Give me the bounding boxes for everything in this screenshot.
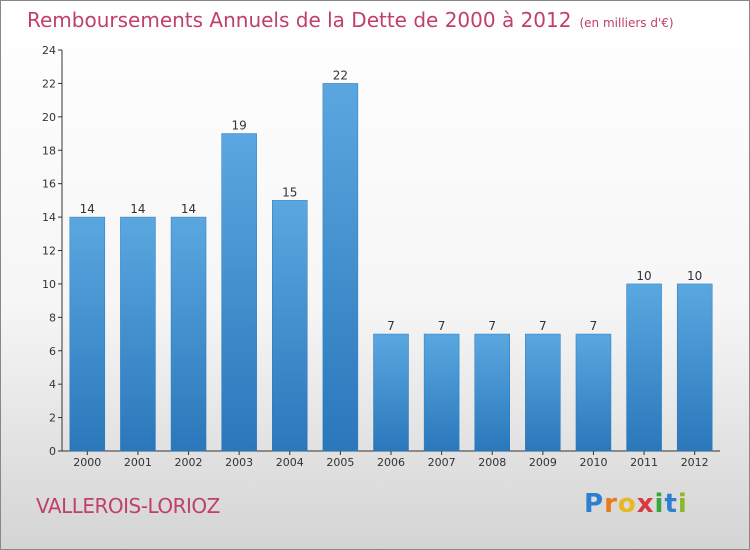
- proxiti-logo: Proxiti: [584, 489, 688, 519]
- x-tick-label: 2002: [175, 456, 203, 469]
- logo-letter: x: [636, 489, 655, 519]
- bar: [221, 133, 257, 452]
- data-label: 10: [636, 269, 651, 283]
- bar: [272, 200, 308, 452]
- x-tick-label: 2001: [124, 456, 152, 469]
- y-tick-label: 6: [49, 345, 56, 358]
- logo-letter: i: [654, 489, 665, 519]
- y-tick-label: 24: [42, 44, 56, 57]
- logo-letter: P: [584, 489, 605, 519]
- bar: [373, 333, 409, 452]
- x-tick-label: 2011: [630, 456, 658, 469]
- y-tick-label: 14: [42, 211, 56, 224]
- bar: [170, 216, 207, 452]
- x-tick-label: 2003: [225, 456, 253, 469]
- y-tick-label: 10: [42, 278, 56, 291]
- y-tick-label: 12: [42, 245, 56, 258]
- chart-title: Remboursements Annuels de la Dette de 20…: [27, 8, 674, 32]
- bar: [575, 333, 612, 452]
- y-tick-label: 16: [42, 178, 56, 191]
- data-label: 7: [539, 319, 547, 333]
- y-tick-label: 22: [42, 77, 56, 90]
- y-tick-label: 20: [42, 111, 56, 124]
- bar: [626, 283, 662, 452]
- y-tick-label: 0: [49, 445, 56, 458]
- bar: [120, 216, 156, 452]
- logo-letter: i: [677, 489, 688, 519]
- x-tick-label: 2009: [529, 456, 557, 469]
- data-label: 7: [387, 319, 395, 333]
- chart-unit: (en milliers d'€): [579, 16, 674, 30]
- data-label: 7: [438, 319, 446, 333]
- data-label: 10: [687, 269, 702, 283]
- chart-title-text: Remboursements Annuels de la Dette de 20…: [27, 8, 572, 32]
- x-tick-label: 2005: [326, 456, 354, 469]
- x-tick-label: 2010: [579, 456, 607, 469]
- bar: [676, 283, 713, 452]
- data-label: 14: [80, 202, 95, 216]
- data-label: 14: [181, 202, 196, 216]
- x-tick-label: 2007: [428, 456, 456, 469]
- y-tick-label: 18: [42, 144, 56, 157]
- data-label: 7: [488, 319, 496, 333]
- bar: [525, 333, 561, 452]
- bar: [322, 83, 359, 452]
- logo-letter: t: [664, 489, 678, 519]
- x-tick-label: 2004: [276, 456, 304, 469]
- bar: [423, 333, 460, 452]
- y-tick-label: 8: [49, 311, 56, 324]
- bar: [69, 216, 106, 452]
- y-tick-label: 4: [49, 378, 56, 391]
- data-label: 19: [232, 119, 247, 133]
- logo-letter: r: [604, 489, 618, 519]
- bar: [474, 333, 510, 452]
- x-tick-label: 2012: [681, 456, 709, 469]
- data-label: 14: [130, 202, 145, 216]
- x-tick-label: 2000: [73, 456, 101, 469]
- data-label: 22: [333, 68, 348, 82]
- logo-letter: o: [617, 489, 637, 519]
- y-tick-label: 2: [49, 412, 56, 425]
- location-name: VALLEROIS-LORIOZ: [36, 494, 220, 518]
- data-label: 7: [590, 319, 598, 333]
- x-tick-label: 2006: [377, 456, 405, 469]
- data-label: 15: [282, 185, 297, 199]
- x-tick-label: 2008: [478, 456, 506, 469]
